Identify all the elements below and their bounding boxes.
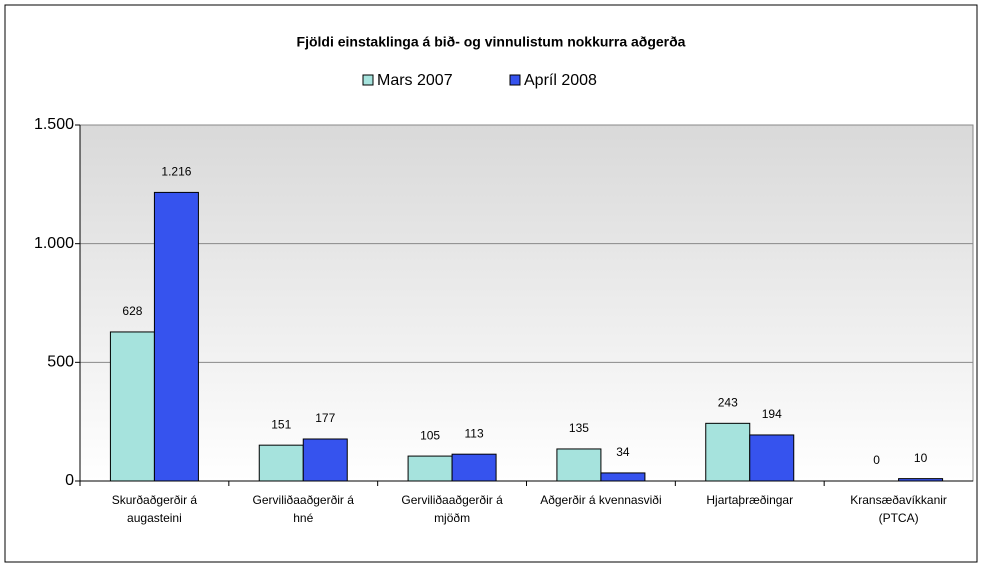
plot-area — [79, 124, 974, 482]
bar — [600, 472, 646, 482]
value-label: 34 — [616, 445, 630, 459]
value-label: 243 — [718, 395, 738, 409]
bar — [258, 444, 304, 482]
legend-swatch — [362, 74, 374, 86]
value-label: 0 — [873, 453, 880, 467]
bar — [153, 191, 199, 482]
y-tick-label: 1.000 — [34, 235, 74, 252]
value-label: 105 — [420, 428, 440, 442]
frame — [4, 4, 978, 563]
y-tick-label: 500 — [47, 354, 74, 371]
value-label: 113 — [465, 426, 484, 440]
legend-label: Apríl 2008 — [524, 72, 597, 89]
chart-title: Fjöldi einstaklinga á bið- og vinnulistu… — [297, 34, 686, 50]
x-tick-label: Hjartaþræðingar — [706, 493, 794, 507]
bar — [451, 453, 497, 482]
x-tick-label: Skurðaðgerðir á augasteini — [111, 493, 198, 525]
bar — [749, 434, 795, 482]
y-tick-label: 1.500 — [34, 116, 74, 133]
x-tick-label: Kransæðavíkkanir (PTCA) — [850, 493, 947, 525]
value-label: 628 — [122, 304, 142, 318]
bar — [407, 455, 453, 482]
value-label: 10 — [914, 451, 928, 465]
value-label: 1.216 — [161, 165, 191, 179]
y-tick-label: 0 — [65, 472, 74, 489]
legend-swatch — [509, 74, 521, 86]
bar — [898, 478, 944, 482]
x-tick-label: Gerviliðaaðgerðir á hné — [252, 493, 354, 525]
value-label: 151 — [271, 417, 291, 431]
x-tick-label: Aðgerðir á kvennasviði — [540, 493, 662, 507]
value-label: 177 — [315, 411, 335, 425]
bar — [302, 438, 348, 482]
bar — [556, 448, 602, 482]
value-label: 194 — [762, 407, 782, 421]
legend-label: Mars 2007 — [377, 72, 453, 89]
value-label: 135 — [569, 421, 589, 435]
x-tick-label: Gerviliðaaðgerðir á mjöðm — [401, 493, 503, 525]
bar — [109, 331, 155, 482]
bar — [705, 422, 751, 482]
